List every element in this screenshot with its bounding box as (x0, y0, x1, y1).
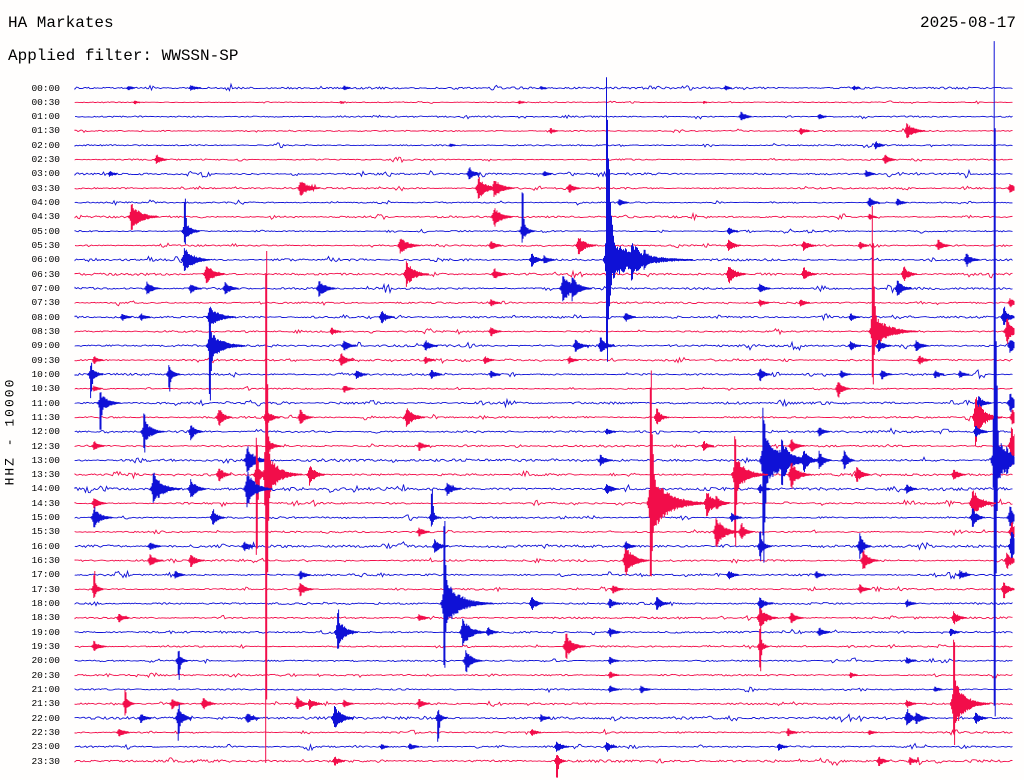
time-label: 22:30 (31, 726, 60, 738)
time-label: 13:00 (31, 454, 60, 466)
time-label: 23:30 (31, 755, 60, 767)
time-label: 15:30 (31, 526, 60, 538)
time-label: 15:00 (31, 512, 60, 524)
time-label: 21:00 (31, 683, 60, 695)
time-label: 06:30 (31, 268, 60, 280)
time-label: 00:00 (31, 82, 60, 94)
time-label: 00:30 (31, 96, 60, 108)
time-label: 06:00 (31, 254, 60, 266)
time-label: 03:30 (31, 182, 60, 194)
time-label: 02:00 (31, 139, 60, 151)
time-label: 12:00 (31, 426, 60, 438)
time-label: 08:00 (31, 311, 60, 323)
time-label: 10:00 (31, 368, 60, 380)
time-label: 09:00 (31, 340, 60, 352)
time-label: 14:30 (31, 497, 60, 509)
time-axis: 00:00 00:30 01:00 01:30 02:00 02:30 03:00 03:30… (0, 0, 64, 780)
time-label: 16:30 (31, 555, 60, 567)
time-label: 04:00 (31, 197, 60, 209)
time-label: 20:30 (31, 669, 60, 681)
time-label: 13:30 (31, 469, 60, 481)
time-label: 01:00 (31, 111, 60, 123)
time-label: 05:00 (31, 225, 60, 237)
record-date: 2025-08-17 (919, 14, 1016, 32)
time-label: 16:00 (31, 540, 60, 552)
time-label: 07:30 (31, 297, 60, 309)
time-label: 11:30 (31, 411, 60, 423)
time-label: 20:00 (31, 655, 60, 667)
time-label: 21:30 (31, 698, 60, 710)
station-title: HA Markates (8, 14, 114, 32)
time-label: 19:00 (31, 626, 60, 638)
time-label: 19:30 (31, 640, 60, 652)
time-label: 18:30 (31, 612, 60, 624)
time-label: 03:00 (31, 168, 60, 180)
time-label: 23:00 (31, 741, 60, 753)
time-label: 10:30 (31, 383, 60, 395)
time-label: 14:00 (31, 483, 60, 495)
time-label: 22:00 (31, 712, 60, 724)
time-label: 05:30 (31, 240, 60, 252)
time-label: 01:30 (31, 125, 60, 137)
time-label: 02:30 (31, 154, 60, 166)
time-label: 07:00 (31, 282, 60, 294)
time-label: 18:00 (31, 598, 60, 610)
time-label: 17:30 (31, 583, 60, 595)
time-label: 11:00 (31, 397, 60, 409)
time-label: 08:30 (31, 325, 60, 337)
time-label: 12:30 (31, 440, 60, 452)
filter-label: Applied filter: WWSSN-SP (8, 47, 239, 65)
time-label: 04:30 (31, 211, 60, 223)
time-label: 17:00 (31, 569, 60, 581)
time-label: 09:30 (31, 354, 60, 366)
